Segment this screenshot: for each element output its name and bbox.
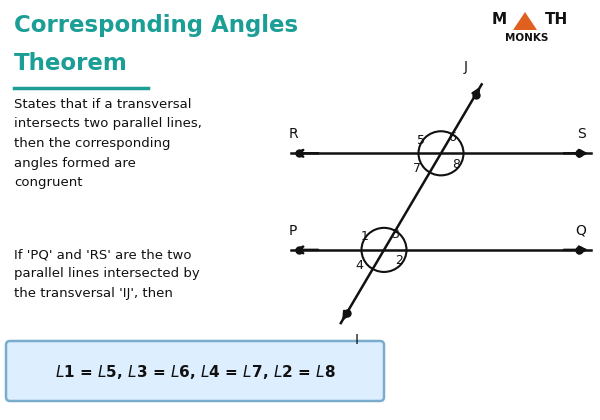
Text: 3: 3 [391, 228, 399, 241]
Text: 8: 8 [452, 158, 460, 171]
Text: P: P [289, 224, 297, 238]
Text: 4: 4 [356, 259, 364, 272]
Text: 1: 1 [360, 230, 368, 243]
Text: Corresponding Angles: Corresponding Angles [14, 14, 298, 37]
Text: M: M [492, 12, 507, 27]
Text: 7: 7 [413, 162, 421, 175]
Text: Q: Q [575, 224, 586, 238]
Point [574, 247, 584, 253]
Text: If 'PQ' and 'RS' are the two
parallel lines intersected by
the transversal 'IJ',: If 'PQ' and 'RS' are the two parallel li… [14, 248, 200, 300]
Point [294, 150, 304, 157]
Point [294, 247, 304, 253]
Point [342, 310, 352, 316]
Text: 6: 6 [448, 131, 456, 144]
Text: 2: 2 [395, 255, 403, 268]
Point [574, 150, 584, 157]
Text: MONKS: MONKS [505, 33, 548, 43]
Point [471, 92, 481, 98]
Text: States that if a transversal
intersects two parallel lines,
then the correspondi: States that if a transversal intersects … [14, 98, 202, 189]
Text: R: R [288, 127, 298, 141]
Text: 5: 5 [417, 134, 425, 147]
FancyBboxPatch shape [6, 341, 384, 401]
Text: J: J [464, 60, 467, 74]
Text: Theorem: Theorem [14, 52, 128, 75]
Text: $\it{L}$1 = $\it{L}$5, $\it{L}$3 = $\it{L}$6, $\it{L}$4 = $\it{L}$7, $\it{L}$2 =: $\it{L}$1 = $\it{L}$5, $\it{L}$3 = $\it{… [55, 363, 335, 381]
Text: I: I [355, 333, 359, 347]
Polygon shape [513, 12, 537, 30]
Text: TH: TH [545, 12, 568, 27]
Text: S: S [577, 127, 586, 141]
